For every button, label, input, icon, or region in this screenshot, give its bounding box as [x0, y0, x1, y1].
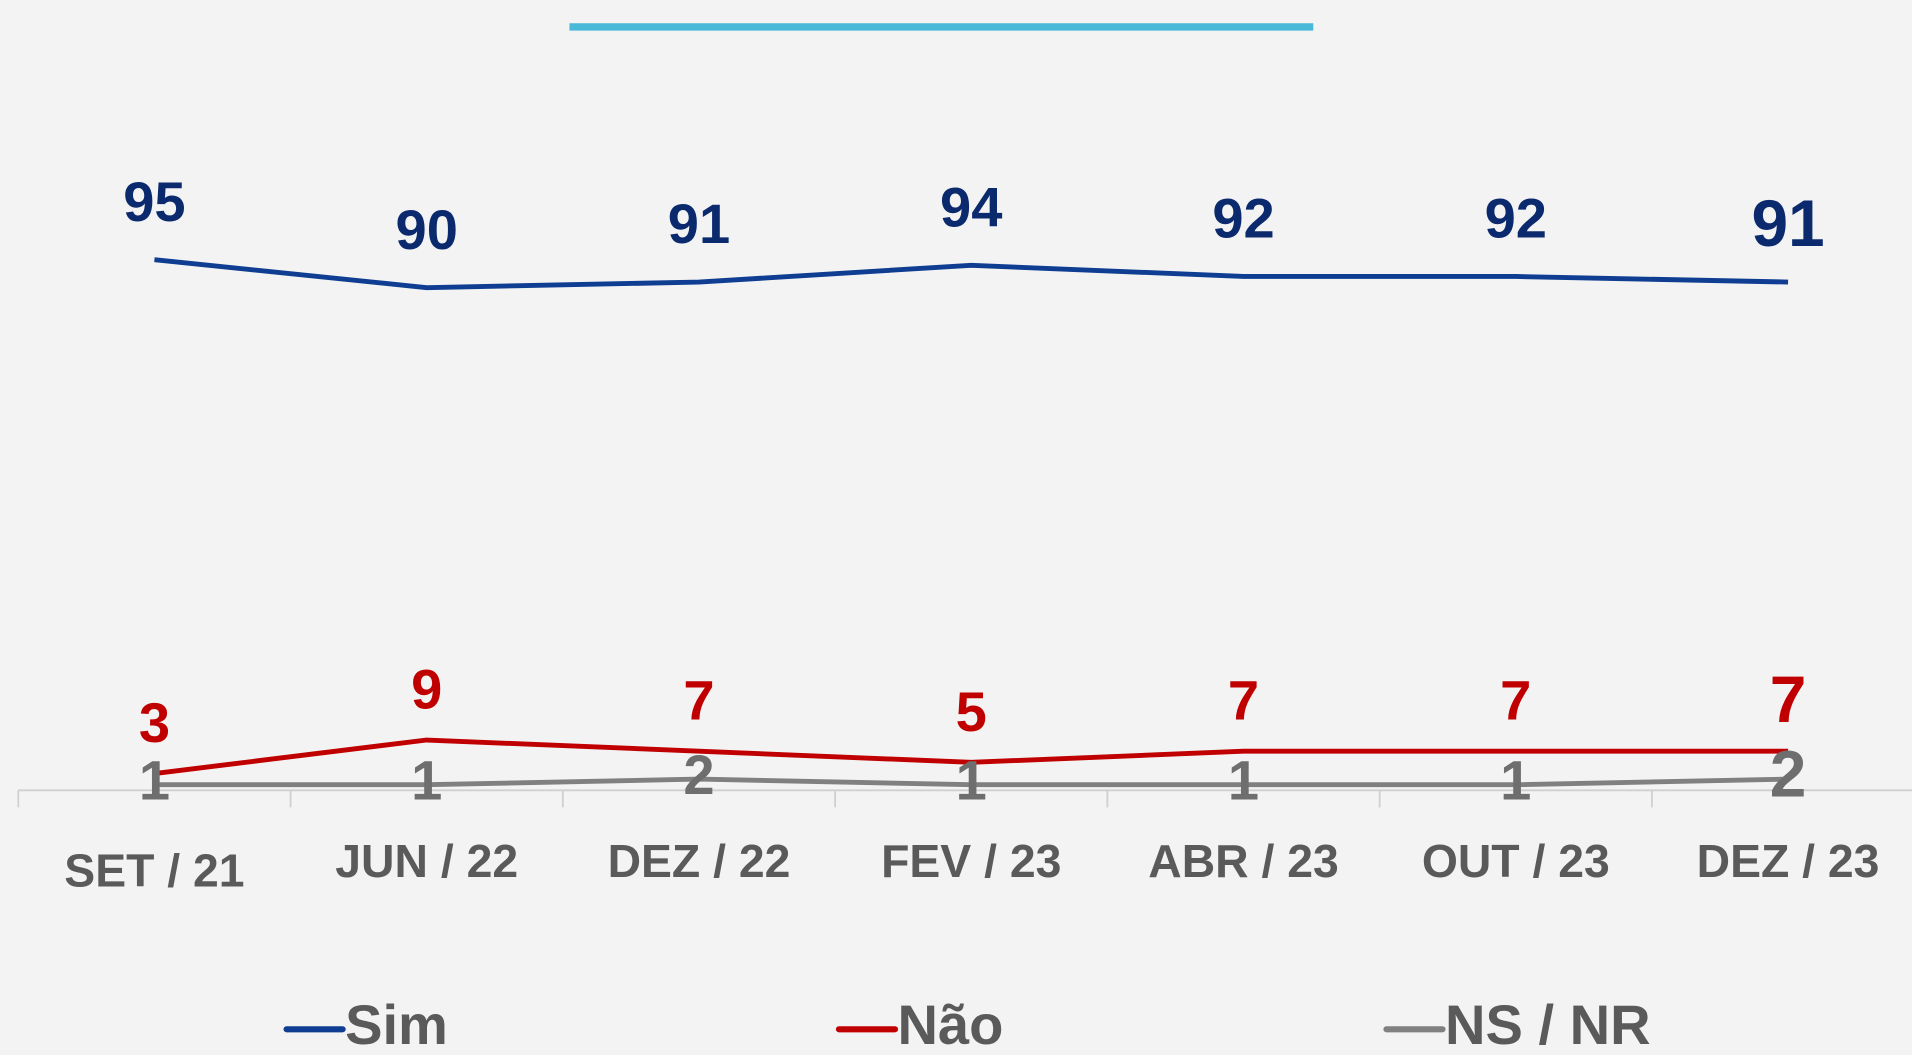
- data-label: 7: [1770, 662, 1807, 736]
- data-label: 1: [1228, 749, 1259, 812]
- data-label: 1: [139, 749, 170, 812]
- series-line: [154, 257, 1789, 291]
- data-label: 90: [396, 198, 458, 261]
- legend-label: Sim: [345, 993, 448, 1055]
- x-tick-label: SET / 21: [64, 845, 244, 897]
- data-label: 2: [1770, 736, 1807, 810]
- data-label: 92: [1485, 187, 1547, 250]
- data-label: 94: [940, 175, 1002, 238]
- data-label: 1: [1500, 749, 1531, 812]
- data-label: 95: [123, 170, 185, 233]
- legend-label: NS / NR: [1445, 993, 1651, 1055]
- data-label: 3: [139, 691, 170, 754]
- data-label: 7: [1500, 669, 1531, 732]
- series-line: [154, 737, 1789, 776]
- data-label: 1: [411, 749, 442, 812]
- data-label: 91: [668, 192, 730, 255]
- x-tick-label: DEZ / 22: [608, 835, 791, 887]
- x-tick-label: ABR / 23: [1148, 835, 1339, 887]
- data-label: 9: [411, 657, 442, 720]
- data-label: 5: [956, 680, 987, 743]
- data-label: 7: [683, 669, 714, 732]
- series-line: [154, 776, 1789, 788]
- data-label: 2: [683, 743, 714, 806]
- data-label: 1: [956, 749, 987, 812]
- x-tick-label: FEV / 23: [881, 835, 1061, 887]
- data-label: 92: [1212, 187, 1274, 250]
- x-tick-label: DEZ / 23: [1697, 835, 1880, 887]
- data-label: 7: [1228, 669, 1259, 732]
- data-label: 91: [1751, 186, 1824, 260]
- x-tick-label: OUT / 23: [1422, 835, 1610, 887]
- x-tick-label: JUN / 22: [335, 835, 518, 887]
- legend-label: Não: [897, 993, 1003, 1055]
